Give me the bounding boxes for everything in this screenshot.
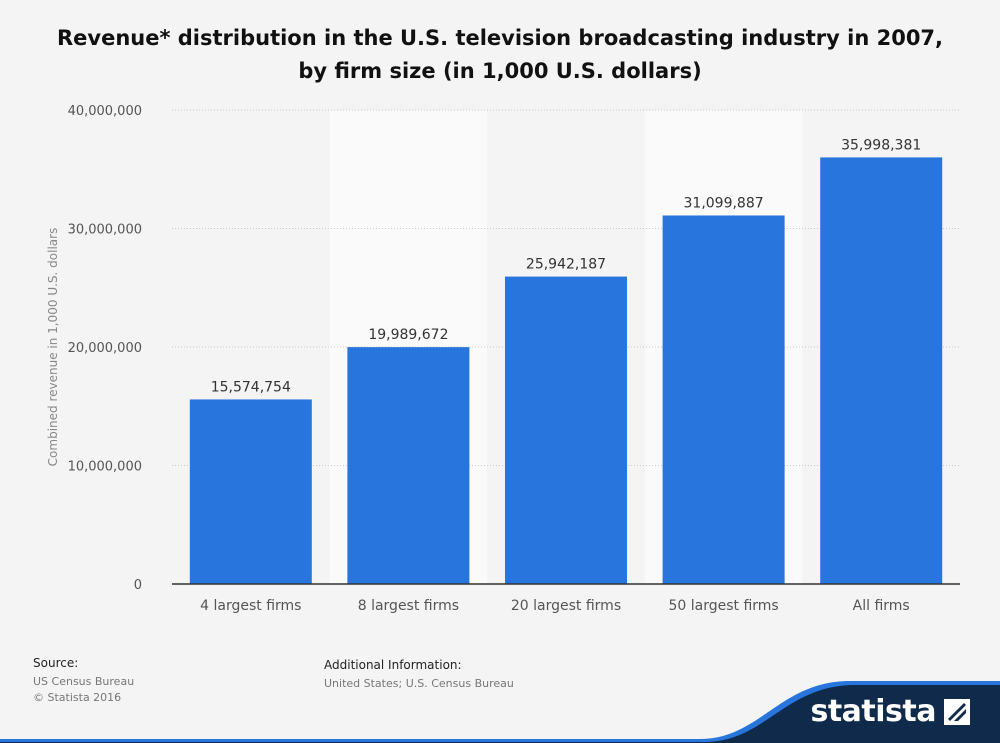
value-label: 31,099,887 <box>684 195 764 211</box>
source-block: Source: US Census Bureau © Statista 2016 <box>33 656 134 706</box>
copyright-line: © Statista 2016 <box>33 691 122 704</box>
y-tick-label: 0 <box>134 578 142 593</box>
statista-mark-icon <box>944 698 970 725</box>
bar[interactable] <box>662 215 785 584</box>
bar[interactable] <box>347 347 470 584</box>
statista-logo[interactable]: statista <box>810 694 970 729</box>
category-label: 20 largest firms <box>511 598 621 614</box>
additional-info-heading: Additional Information: <box>324 658 462 672</box>
source-line[interactable]: US Census Bureau <box>33 675 135 688</box>
y-axis-title: Combined revenue in 1,000 U.S. dollars <box>46 228 60 467</box>
chart-title: Revenue* distribution in the U.S. televi… <box>56 26 944 83</box>
value-label: 19,989,672 <box>368 327 448 343</box>
value-label: 35,998,381 <box>841 137 921 153</box>
category-label: 8 largest firms <box>358 598 459 614</box>
additional-info-text: United States; U.S. Census Bureau <box>324 677 514 690</box>
value-label: 15,574,754 <box>211 379 291 395</box>
category-label: All firms <box>853 598 910 614</box>
source-heading: Source: <box>33 656 79 670</box>
brand-band <box>0 681 1000 743</box>
bar[interactable] <box>820 157 943 584</box>
brand-name: statista <box>810 694 936 729</box>
bar[interactable] <box>189 399 312 584</box>
bar[interactable] <box>505 276 627 584</box>
category-label: 50 largest firms <box>668 598 778 614</box>
y-tick-label: 30,000,000 <box>68 223 142 238</box>
category-label: 4 largest firms <box>200 598 301 614</box>
value-label: 25,942,187 <box>526 257 606 273</box>
additional-info-block: Additional Information: United States; U… <box>324 658 514 692</box>
y-tick-label: 10,000,000 <box>68 460 142 475</box>
y-tick-label: 40,000,000 <box>68 104 142 119</box>
y-tick-label: 20,000,000 <box>68 341 142 356</box>
